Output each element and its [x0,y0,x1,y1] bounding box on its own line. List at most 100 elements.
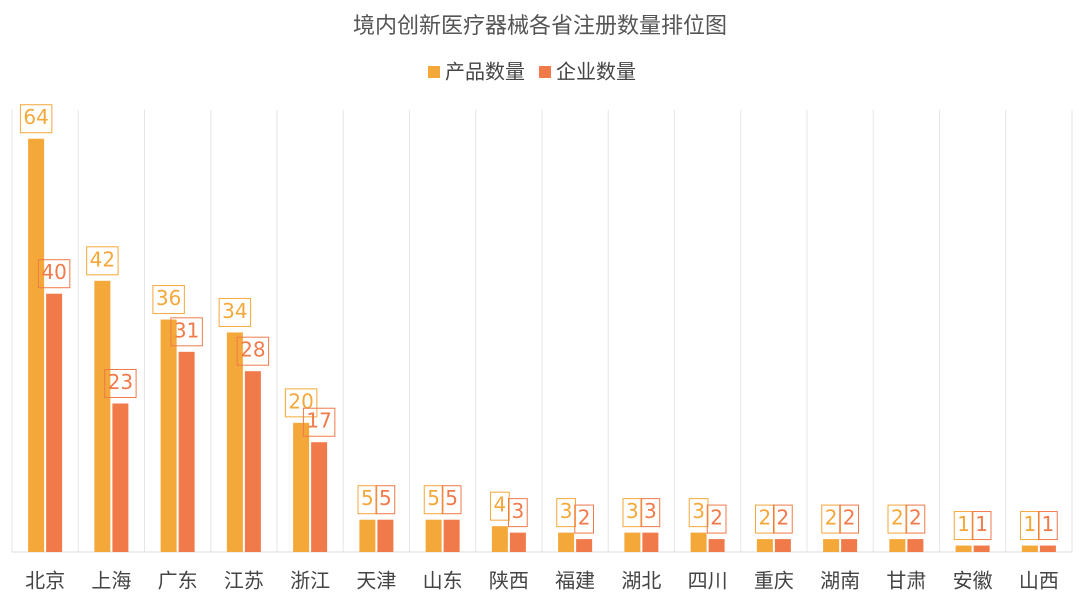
value-label-box [706,504,727,534]
value-label: 34 [222,299,247,323]
value-label-box [574,504,594,534]
bar [46,293,63,552]
value-label-box [302,407,336,437]
value-label: 2 [825,506,838,530]
bar [226,332,243,552]
bar [112,403,129,552]
value-label: 2 [759,506,772,530]
value-label-box [37,259,71,289]
value-label-box [284,388,318,418]
chart-title: 境内创新医疗器械各省注册数量排位图 [353,14,727,39]
value-label: 5 [361,486,374,510]
value-label-box [375,485,396,515]
bar [973,545,990,552]
bar [160,319,177,552]
value-label: 4 [494,493,507,517]
bar [558,532,575,552]
value-label-box [755,504,775,534]
value-label-box [905,504,926,534]
value-label: 2 [777,506,790,530]
value-label-box [1038,511,1058,541]
value-label: 28 [240,338,265,362]
x-tick-label: 重庆 [754,569,794,593]
x-tick-label: 四川 [688,569,728,593]
bar [491,526,508,552]
bar [841,539,858,552]
value-label-box [688,498,709,528]
value-label-box [556,498,576,528]
value-label: 31 [174,318,199,342]
value-label-box [622,498,643,528]
bar [443,519,460,552]
bar [311,442,328,552]
bar [359,519,376,552]
bar [690,532,707,552]
x-tick-label: 山东 [423,569,463,593]
value-label-box [104,368,137,398]
x-tick-label: 山西 [1019,569,1059,593]
value-label: 3 [692,499,705,523]
value-label: 2 [578,506,591,530]
value-label: 36 [156,286,181,310]
value-label: 1 [1042,512,1055,536]
bar [94,280,111,552]
value-label: 3 [512,499,525,523]
legend-swatch [539,66,551,78]
bar [708,539,725,552]
bar [624,532,641,552]
value-label: 1 [975,512,988,536]
bar [907,539,924,552]
value-label-box [640,498,661,528]
bar [509,532,526,552]
value-label-box [86,246,119,276]
legend-label: 企业数量 [556,60,636,84]
x-tick-label: 浙江 [290,569,330,593]
x-tick-label: 湖北 [621,569,661,593]
bar [377,519,394,552]
value-label: 2 [909,506,922,530]
value-label-box [357,485,378,515]
value-label: 17 [306,409,331,433]
bar [756,539,773,552]
value-label: 1 [1024,512,1037,536]
value-label-box [236,336,270,366]
value-label: 3 [644,499,657,523]
bar [1021,545,1038,552]
value-label-box [839,504,859,534]
value-label: 3 [626,499,639,523]
x-tick-label: 安徽 [953,569,993,593]
bar [244,371,261,552]
value-label-box [971,511,992,541]
x-tick-label: 福建 [555,569,595,593]
value-label-box [170,317,203,347]
value-label-box [887,504,908,534]
value-label-box [218,297,252,327]
value-label-box [508,498,528,528]
value-label: 40 [41,260,66,284]
value-label-box [773,504,793,534]
bar [642,532,659,552]
value-label: 2 [843,506,856,530]
x-tick-label: 北京 [25,569,65,593]
value-label-box [821,504,841,534]
value-label-box [441,485,462,515]
value-label: 5 [427,486,440,510]
bar [889,539,906,552]
bar [293,422,310,552]
value-label: 42 [90,247,115,271]
x-tick-label: 陕西 [489,569,529,593]
x-tick-label: 上海 [91,569,131,593]
value-label: 64 [23,105,48,129]
bar [28,138,45,552]
bar [425,519,442,552]
x-tick-label: 广东 [158,569,198,593]
bar [576,539,593,552]
value-label: 2 [710,506,723,530]
value-label-box [953,511,974,541]
legend-label: 产品数量 [445,60,525,84]
bar [1039,545,1056,552]
value-label-box [19,104,53,134]
value-label: 23 [108,370,133,394]
value-label: 3 [560,499,573,523]
